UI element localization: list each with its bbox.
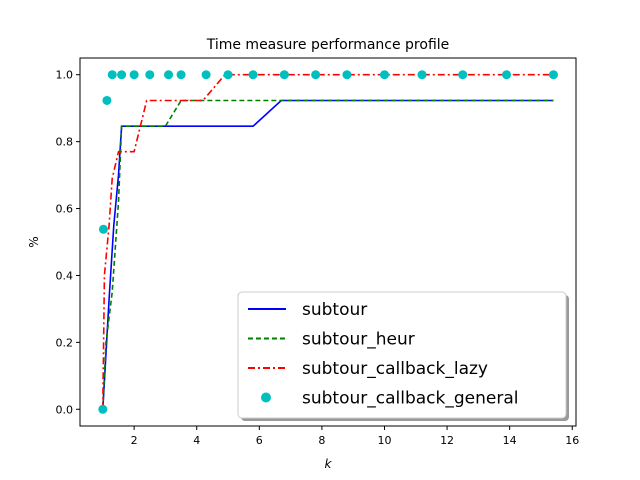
series-point-subtour-callback-general (102, 95, 112, 105)
series-point-subtour-callback-general (417, 70, 427, 80)
y-tick-label: 0.4 (56, 269, 74, 282)
series-point-subtour-callback-general (145, 70, 155, 80)
legend-label-subtour-callback-lazy: subtour_callback_lazy (302, 359, 488, 379)
legend-label-subtour-callback-general: subtour_callback_general (302, 389, 518, 409)
series-point-subtour-callback-general (279, 70, 289, 80)
series-line-subtour-heur (102, 99, 554, 410)
x-axis-label: k (325, 457, 333, 471)
plot-frame (79, 57, 577, 427)
y-tick-label: 0.6 (56, 203, 74, 216)
y-tick-label: 0.0 (56, 403, 74, 416)
x-tick-label: 2 (131, 434, 138, 447)
axes: 2 4 6 8 10 12 14 16 0.0 0.2 0.4 0.6 0.8 1.0 (56, 69, 580, 447)
y-axis-label: % (27, 236, 41, 247)
series-point-subtour-callback-general (98, 224, 108, 234)
series-point-subtour-callback-general (164, 70, 174, 80)
plot-area (98, 70, 558, 414)
series-point-subtour-callback-general (502, 70, 512, 80)
legend: subtour subtour_heur subtour_callback_lazy… (237, 291, 569, 421)
x-tick-label: 14 (503, 434, 517, 447)
series-point-subtour-callback-general (117, 70, 127, 80)
series-point-subtour-callback-general (201, 70, 211, 80)
y-tick-label: 0.2 (56, 336, 74, 349)
series-point-subtour-callback-general (176, 70, 186, 80)
series-point-subtour-callback-general (379, 70, 389, 80)
legend-swatch-subtour-callback-general (261, 392, 271, 403)
legend-label-subtour: subtour (302, 300, 367, 320)
x-tick-label: 16 (565, 434, 579, 447)
series-point-subtour-callback-general (248, 70, 258, 80)
series-point-subtour-callback-general (548, 70, 558, 80)
chart-title: Time measure performance profile (206, 37, 450, 53)
x-tick-label: 4 (193, 434, 200, 447)
series-line-subtour-callback-lazy (102, 73, 554, 410)
series-point-subtour-callback-general (107, 70, 117, 80)
y-tick-label: 1.0 (56, 69, 74, 82)
series-point-subtour-callback-general (458, 70, 468, 80)
series-point-subtour-callback-general (129, 70, 139, 80)
series-point-subtour-callback-general (98, 404, 108, 414)
x-tick-label: 12 (440, 434, 454, 447)
x-tick-label: 8 (318, 434, 325, 447)
series-point-subtour-callback-general (311, 70, 321, 80)
series-point-subtour-callback-general (342, 70, 352, 80)
x-tick-label: 10 (377, 434, 391, 447)
y-tick-label: 0.8 (56, 136, 74, 149)
x-tick-label: 6 (256, 434, 263, 447)
legend-box (237, 291, 567, 419)
legend-label-subtour-heur: subtour_heur (302, 330, 415, 350)
series-point-subtour-callback-general (223, 70, 233, 80)
